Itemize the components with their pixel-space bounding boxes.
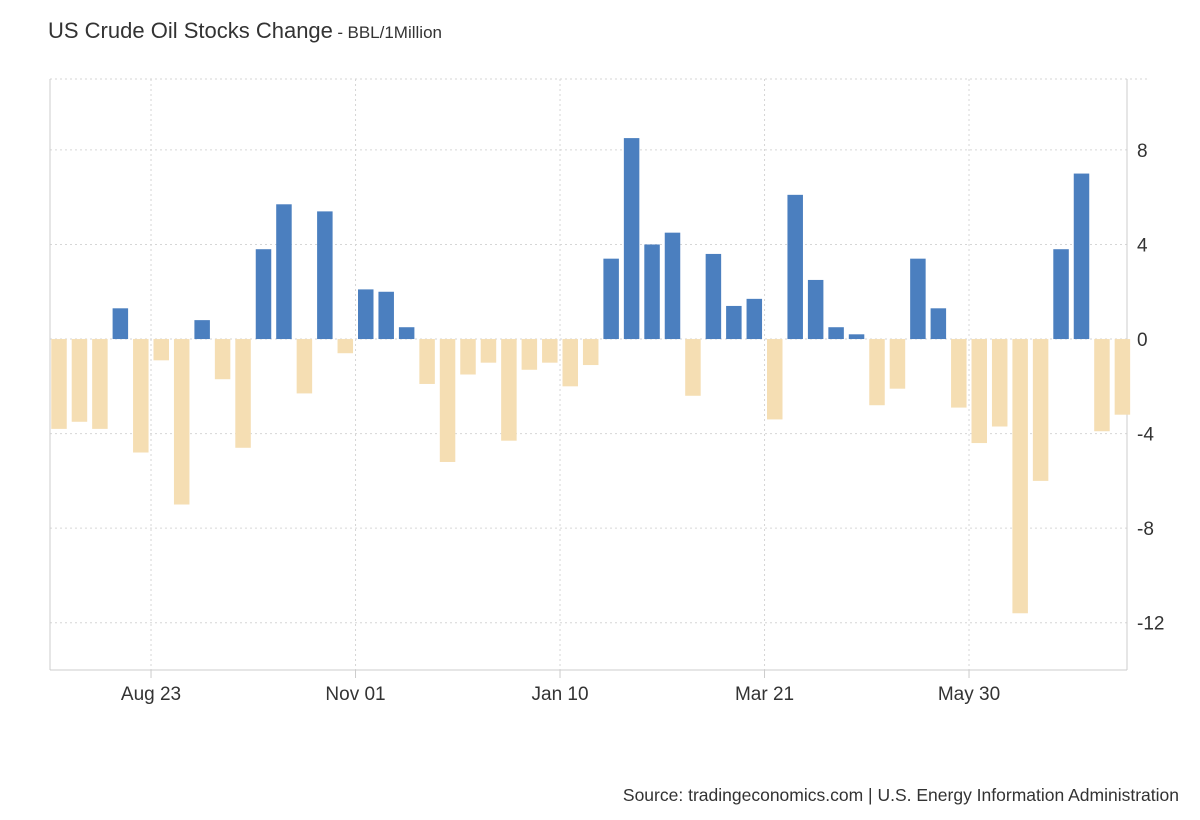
bar bbox=[1012, 339, 1028, 614]
bar bbox=[930, 308, 947, 340]
bar bbox=[276, 204, 292, 340]
bar bbox=[112, 308, 129, 340]
bar bbox=[1053, 249, 1069, 340]
bar bbox=[153, 339, 169, 361]
y-tick-label: -8 bbox=[1137, 519, 1154, 540]
chart-title-block: US Crude Oil Stocks Change - BBL/1Millio… bbox=[48, 18, 442, 44]
bar bbox=[787, 194, 803, 340]
bar bbox=[746, 298, 763, 340]
bar bbox=[194, 320, 210, 340]
bar bbox=[685, 339, 701, 396]
title-separator: - bbox=[337, 23, 344, 42]
x-tick-label: Mar 21 bbox=[735, 684, 794, 705]
bar bbox=[51, 339, 67, 429]
source-prefix: Source: bbox=[622, 785, 684, 805]
y-tick-label: -4 bbox=[1137, 425, 1154, 446]
x-tick-label: Aug 23 bbox=[121, 684, 181, 705]
y-tick-label: 0 bbox=[1137, 330, 1148, 351]
bar bbox=[439, 339, 456, 462]
bar bbox=[419, 339, 435, 384]
bar bbox=[1114, 339, 1131, 415]
bar bbox=[378, 291, 394, 340]
x-tick-label: Nov 01 bbox=[325, 684, 385, 705]
bar bbox=[726, 305, 742, 340]
bar bbox=[562, 339, 578, 387]
source-attribution: Source: tradingeconomics.com | U.S. Ener… bbox=[623, 785, 1179, 806]
chart-title: US Crude Oil Stocks Change bbox=[48, 18, 333, 43]
bar bbox=[603, 258, 619, 340]
y-tick-label: 8 bbox=[1137, 141, 1148, 162]
bar bbox=[214, 339, 231, 380]
x-tick-label: Jan 10 bbox=[532, 684, 589, 705]
bar bbox=[358, 289, 374, 340]
bar bbox=[1073, 173, 1090, 340]
bar bbox=[910, 258, 926, 340]
bar bbox=[460, 339, 476, 375]
bar bbox=[398, 327, 415, 340]
bar bbox=[767, 339, 783, 420]
bar bbox=[317, 211, 333, 340]
bar bbox=[951, 339, 967, 408]
source-divider: | bbox=[868, 785, 873, 805]
bar-chart: -12 -8 -4 0 4 8 Aug 23 Nov 01 Jan 10 Mar 21 May 30 bbox=[49, 78, 1164, 705]
source-agency: U.S. Energy Information Administration bbox=[877, 785, 1179, 805]
bar bbox=[705, 253, 722, 340]
bar bbox=[133, 339, 149, 453]
bar bbox=[521, 339, 538, 370]
source-site[interactable]: tradingeconomics.com bbox=[688, 785, 864, 805]
bar bbox=[644, 244, 660, 340]
bar bbox=[92, 339, 108, 429]
bar bbox=[337, 339, 354, 354]
bar bbox=[542, 339, 558, 363]
bar bbox=[623, 138, 640, 340]
bar bbox=[828, 327, 844, 340]
bar bbox=[71, 339, 88, 422]
bar bbox=[296, 339, 313, 394]
bar bbox=[255, 249, 272, 340]
bar bbox=[971, 339, 987, 444]
bar bbox=[1032, 339, 1049, 481]
bar bbox=[991, 339, 1008, 427]
bar bbox=[582, 339, 599, 366]
bar bbox=[480, 339, 497, 363]
bar bbox=[869, 339, 885, 406]
chart-unit: BBL/1Million bbox=[347, 23, 442, 42]
bar bbox=[235, 339, 251, 448]
bar bbox=[1094, 339, 1110, 432]
y-tick-label: -12 bbox=[1137, 614, 1164, 635]
bar bbox=[501, 339, 517, 441]
bar bbox=[807, 279, 824, 340]
bar bbox=[664, 232, 681, 340]
bar bbox=[889, 339, 906, 389]
bar bbox=[173, 339, 190, 505]
x-tick-label: May 30 bbox=[938, 684, 1000, 705]
bar bbox=[848, 334, 865, 340]
y-tick-label: 4 bbox=[1137, 235, 1148, 256]
